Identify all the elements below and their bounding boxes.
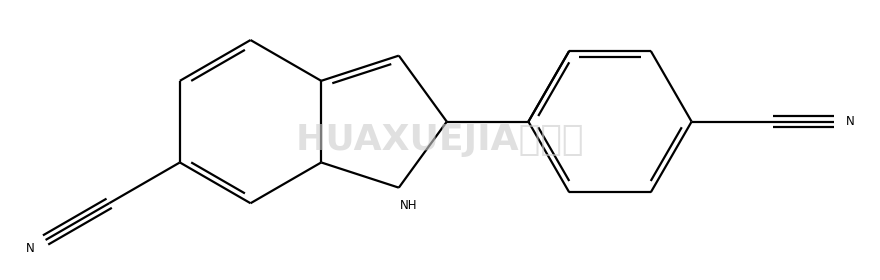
Text: NH: NH [400, 199, 417, 212]
Text: N: N [26, 242, 34, 255]
Text: HUAXUEJIA化学加: HUAXUEJIA化学加 [296, 123, 584, 157]
Text: N: N [847, 115, 855, 128]
